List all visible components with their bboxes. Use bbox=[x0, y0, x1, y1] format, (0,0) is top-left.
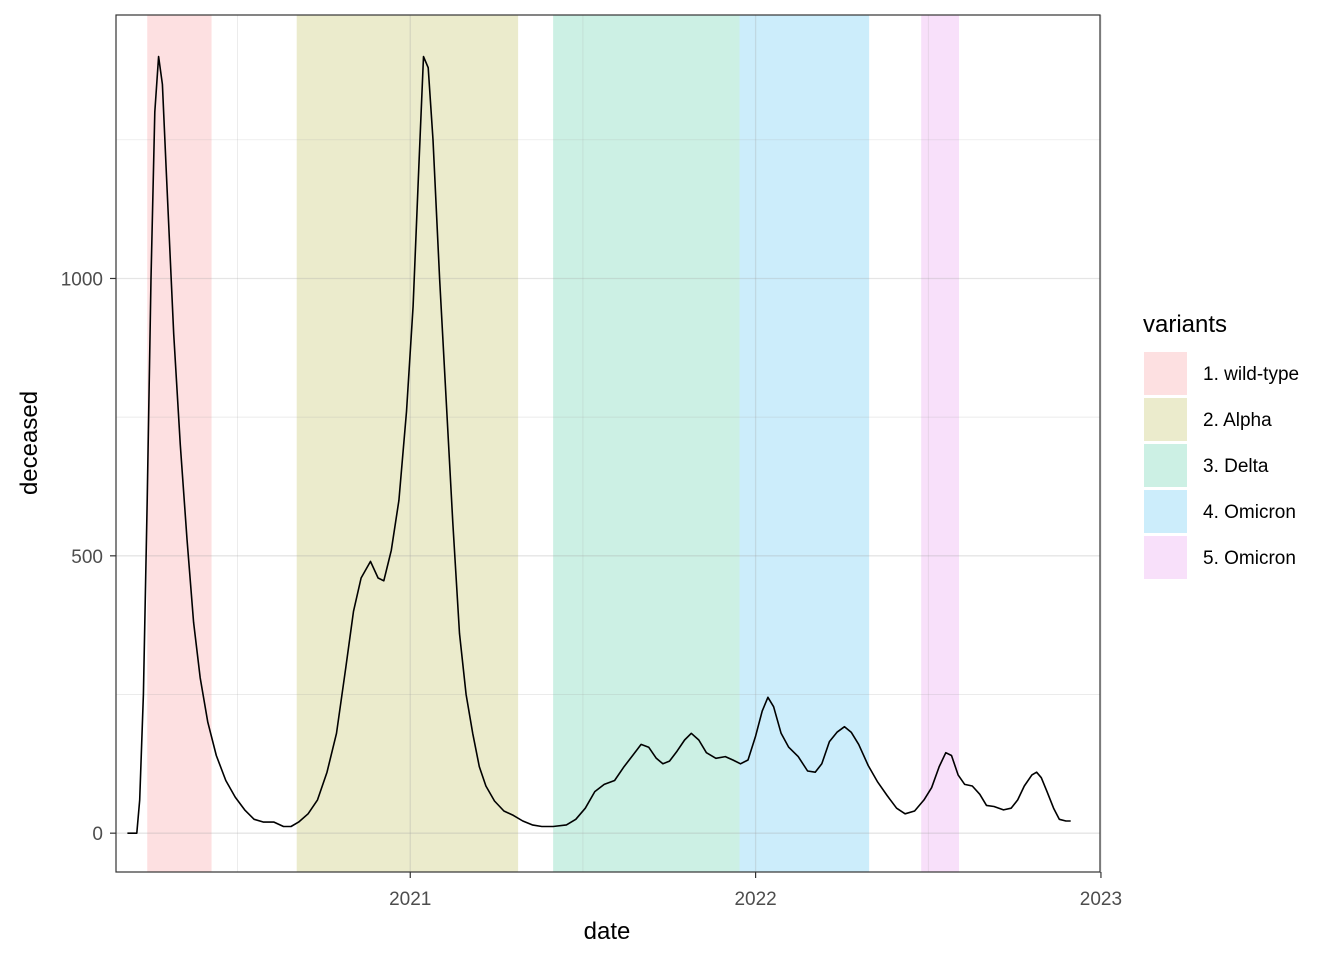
variant-band-2 bbox=[296, 15, 519, 872]
y-tick-label: 0 bbox=[92, 824, 103, 845]
legend-label-3: 3. Delta bbox=[1203, 456, 1269, 477]
plot-panel-border bbox=[115, 14, 1101, 873]
legend-key-2 bbox=[1144, 398, 1187, 441]
y-axis-title: deceased bbox=[16, 391, 43, 495]
legend-key-4 bbox=[1144, 490, 1187, 533]
x-axis-title: date bbox=[584, 918, 631, 945]
variant-band-1 bbox=[147, 15, 212, 872]
legend-title: variants bbox=[1143, 311, 1227, 338]
x-tick-label: 2022 bbox=[734, 889, 776, 910]
variant-band-3 bbox=[553, 15, 740, 872]
legend-label-5: 5. Omicron bbox=[1203, 548, 1296, 569]
variant-band-5 bbox=[921, 15, 960, 872]
variant-bands bbox=[147, 15, 960, 872]
legend-key-5 bbox=[1144, 536, 1187, 579]
x-tick-label: 2021 bbox=[389, 889, 431, 910]
series-line-1 bbox=[127, 55, 1071, 834]
y-tick-label: 1000 bbox=[61, 269, 103, 290]
gridlines bbox=[116, 15, 1102, 872]
data-series bbox=[127, 55, 1071, 834]
legend: variants 1. wild-type 2. Alpha 3. Delta 4. … bbox=[1143, 311, 1299, 579]
y-tick-label: 500 bbox=[71, 547, 103, 568]
x-axis: 2021 2022 2023 bbox=[389, 872, 1122, 910]
legend-label-4: 4. Omicron bbox=[1203, 502, 1296, 523]
legend-key-1 bbox=[1144, 352, 1187, 395]
variant-band-4 bbox=[739, 15, 870, 872]
x-tick-label: 2023 bbox=[1080, 889, 1122, 910]
legend-label-2: 2. Alpha bbox=[1203, 410, 1272, 431]
legend-key-3 bbox=[1144, 444, 1187, 487]
legend-label-1: 1. wild-type bbox=[1203, 364, 1299, 385]
y-axis: 0 500 1000 bbox=[61, 269, 116, 845]
